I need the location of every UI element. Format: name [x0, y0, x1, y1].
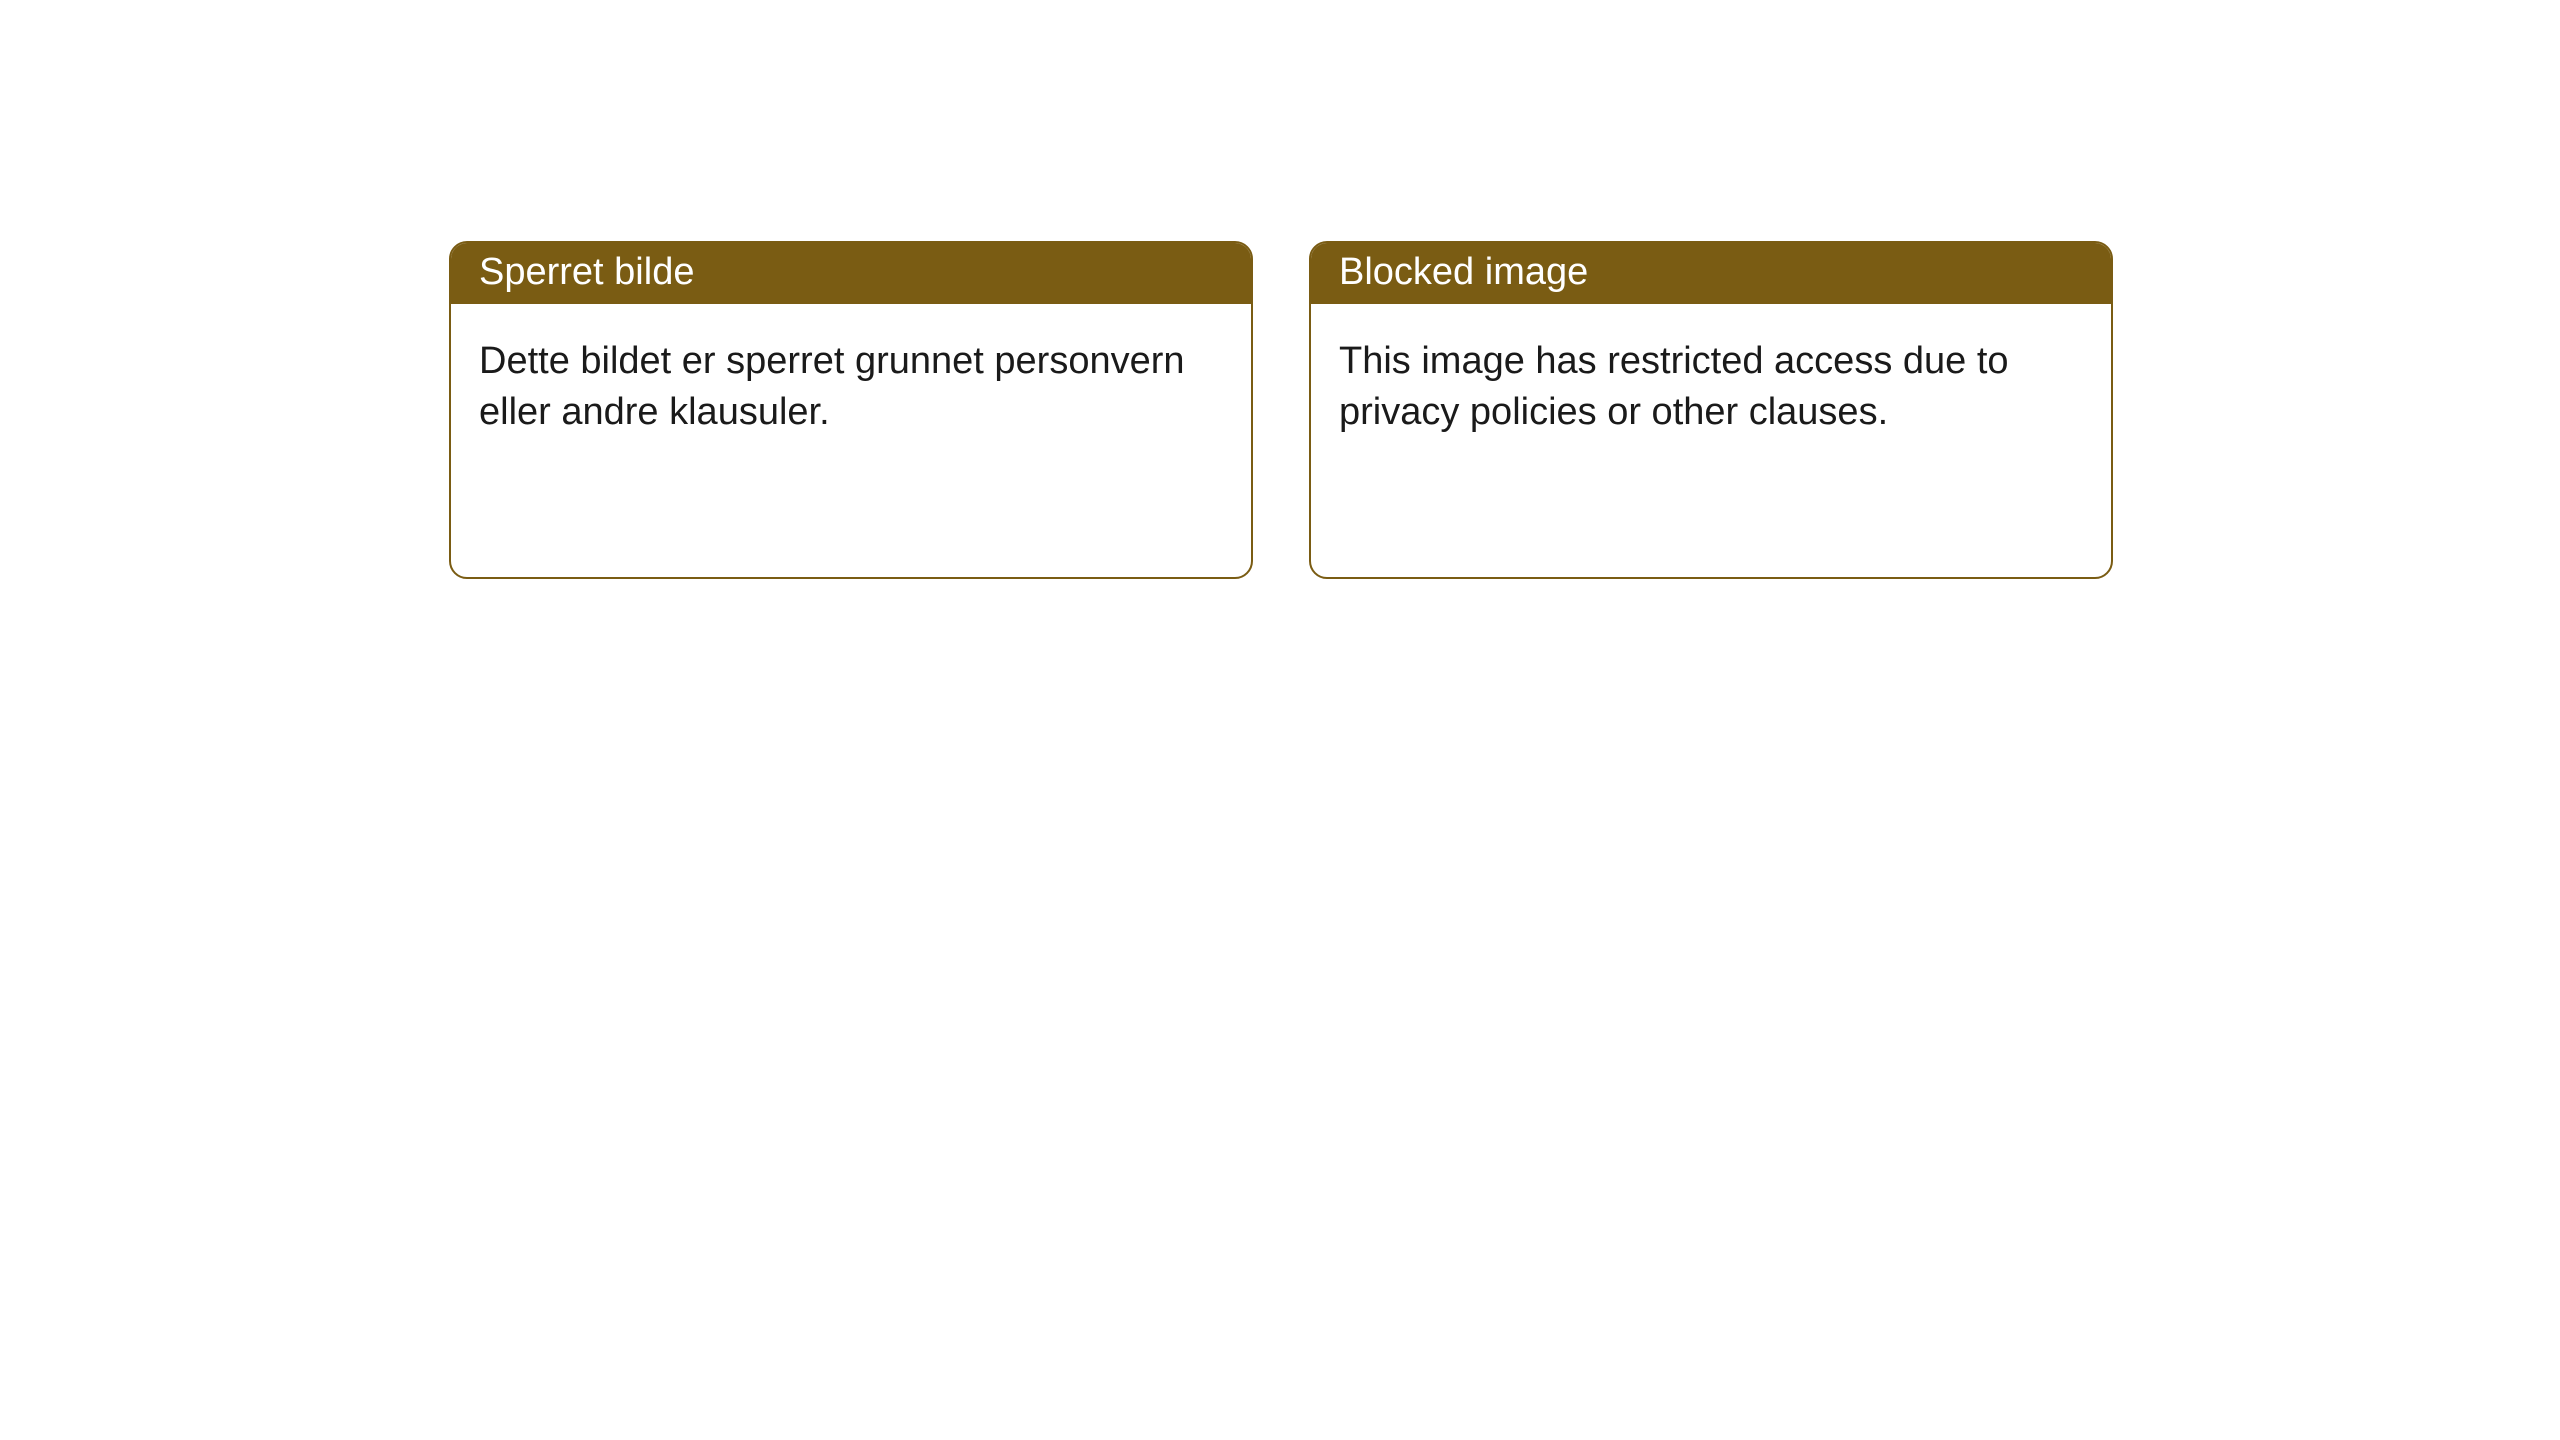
- notice-title: Blocked image: [1339, 251, 1588, 293]
- notice-title: Sperret bilde: [479, 251, 694, 293]
- notice-body: Dette bildet er sperret grunnet personve…: [451, 304, 1251, 471]
- notice-container: Sperret bilde Dette bildet er sperret gr…: [0, 0, 2560, 579]
- notice-body: This image has restricted access due to …: [1311, 304, 2111, 471]
- notice-box-english: Blocked image This image has restricted …: [1309, 241, 2113, 579]
- notice-body-text: Dette bildet er sperret grunnet personve…: [479, 340, 1185, 433]
- notice-header: Sperret bilde: [451, 243, 1251, 304]
- notice-box-norwegian: Sperret bilde Dette bildet er sperret gr…: [449, 241, 1253, 579]
- notice-body-text: This image has restricted access due to …: [1339, 340, 2009, 433]
- notice-header: Blocked image: [1311, 243, 2111, 304]
